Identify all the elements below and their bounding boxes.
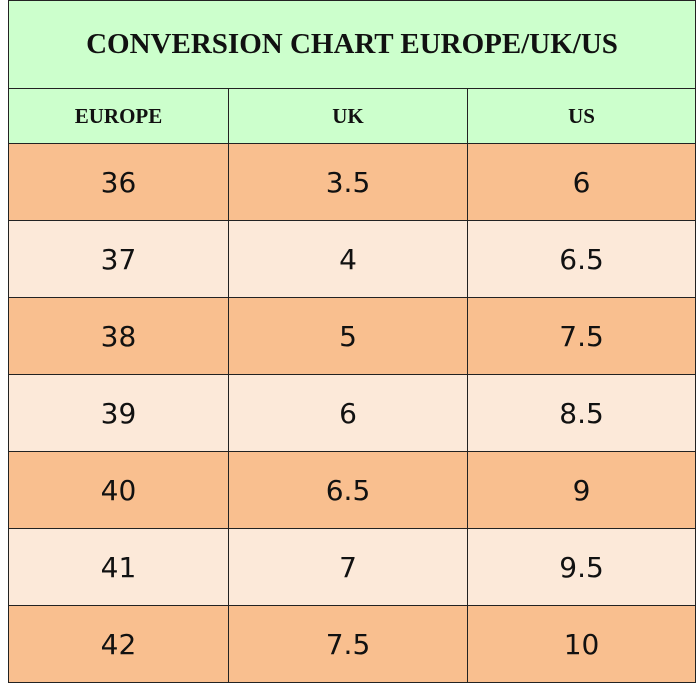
size-cell: 6 xyxy=(228,374,468,452)
size-cell: 10 xyxy=(466,605,697,683)
size-cell: 37 xyxy=(8,220,229,298)
conversion-table: CONVERSION CHART EUROPE/UK/US EUROPE UK US… xyxy=(7,0,697,683)
size-cell: 6.5 xyxy=(466,220,697,298)
size-cell: 7 xyxy=(228,528,468,606)
data-row: 42 7.5 10 xyxy=(8,605,697,683)
size-cell: 5 xyxy=(228,297,468,375)
data-row: 41 7 9.5 xyxy=(8,528,697,606)
size-cell: 6 xyxy=(466,143,697,221)
size-cell: 39 xyxy=(8,374,229,452)
size-cell: 40 xyxy=(8,451,229,529)
title-row: CONVERSION CHART EUROPE/UK/US xyxy=(7,0,697,89)
column-header: US xyxy=(466,88,697,144)
table-title: CONVERSION CHART EUROPE/UK/US xyxy=(7,0,697,89)
size-cell: 42 xyxy=(8,605,229,683)
size-cell: 36 xyxy=(8,143,229,221)
size-cell: 9.5 xyxy=(466,528,697,606)
header-row: EUROPE UK US xyxy=(8,88,697,144)
size-cell: 3.5 xyxy=(228,143,468,221)
table-body: CONVERSION CHART EUROPE/UK/US EUROPE UK US… xyxy=(7,0,697,683)
size-cell: 9 xyxy=(466,451,697,529)
data-row: 36 3.5 6 xyxy=(8,143,697,221)
size-cell: 4 xyxy=(228,220,468,298)
column-header: EUROPE xyxy=(8,88,229,144)
data-row: 37 4 6.5 xyxy=(8,220,697,298)
size-cell: 8.5 xyxy=(466,374,697,452)
size-cell: 38 xyxy=(8,297,229,375)
size-cell: 6.5 xyxy=(228,451,468,529)
size-cell: 7.5 xyxy=(466,297,697,375)
size-cell: 41 xyxy=(8,528,229,606)
data-row: 38 5 7.5 xyxy=(8,297,697,375)
size-cell: 7.5 xyxy=(228,605,468,683)
column-header: UK xyxy=(228,88,468,144)
data-row: 39 6 8.5 xyxy=(8,374,697,452)
data-row: 40 6.5 9 xyxy=(8,451,697,529)
